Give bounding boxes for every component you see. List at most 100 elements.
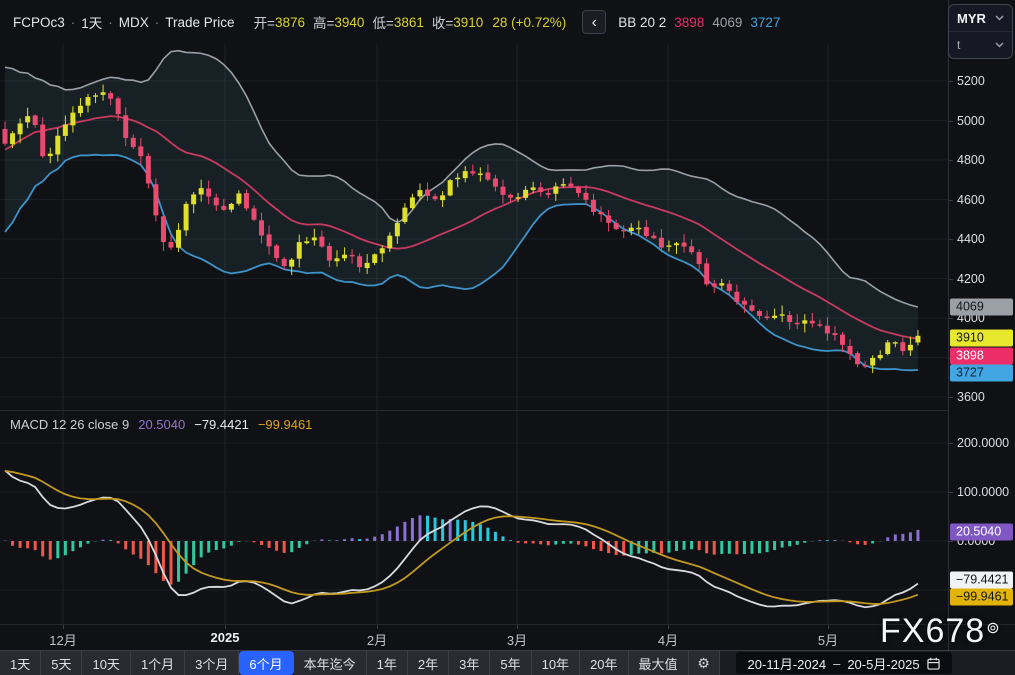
panel-separator [0,410,948,411]
range-button-5年[interactable]: 5年 [490,651,531,675]
range-button-3个月[interactable]: 3个月 [185,651,239,675]
separator-dot: · [108,15,113,30]
price-axis-label: 5200 [957,74,985,88]
date-range-end: 20-5月-2025 [847,654,919,673]
price-axis-label: 4600 [957,193,985,207]
macd-hist-value: 20.5040 [138,417,185,432]
bb-label: BB 20 2 [618,15,666,30]
range-button-本年迄今[interactable]: 本年迄今 [294,651,367,675]
axis-tick [949,81,953,82]
price-axis-label: 3600 [957,390,985,404]
close-label: 收= [432,12,453,32]
range-button-5天[interactable]: 5天 [41,651,82,675]
bb-upper-value: 4069 [712,15,742,30]
symbol-name[interactable]: FCPOc3 [13,15,65,30]
price-badge: 3898 [950,348,1013,365]
date-range-separator: – [833,656,840,671]
unit-value: t [957,38,960,52]
low-value: 3861 [394,15,424,30]
time-axis-tick [517,625,518,629]
bollinger-legend: BB 20 2 3898 4069 3727 [618,15,780,30]
range-button-6个月[interactable]: 6个月 [239,651,293,675]
collapse-legend-button[interactable]: ‹ [582,10,606,34]
range-button-2年[interactable]: 2年 [408,651,449,675]
axis-tick [949,200,953,201]
macd-badge: 20.5040 [950,524,1013,541]
range-button-1天[interactable]: 1天 [0,651,41,675]
settings-gear-icon[interactable]: ⚙ [689,651,720,675]
macd-axis-label: 100.0000 [957,485,1009,499]
range-buttons: 1天5天10天1个月3个月6个月本年迄今1年2年3年5年10年20年最大值 [0,651,689,675]
bb-lower-value: 3727 [750,15,780,30]
time-axis-tick [225,625,226,629]
axis-tick [949,160,953,161]
time-axis-tick [377,625,378,629]
range-button-20年[interactable]: 20年 [580,651,628,675]
macd-indicator-chart[interactable] [0,411,948,624]
candlestick-chart[interactable] [0,44,948,410]
axis-tick [949,279,953,280]
macd-axis-label: 200.0000 [957,436,1009,450]
time-axis-tick [668,625,669,629]
range-button-1个月[interactable]: 1个月 [131,651,185,675]
price-badge: 4069 [950,299,1013,316]
time-axis-label: 5月 [818,630,838,649]
high-label: 高= [313,12,334,32]
date-range-start: 20-11月-2024 [748,654,827,673]
chevron-down-icon [995,15,1004,21]
axis-tick [949,492,953,493]
time-axis[interactable]: 12月20252月3月4月5月 [0,624,1015,651]
interval-label[interactable]: 1天 [81,12,102,32]
close-value: 3910 [453,15,483,30]
price-axis-label: 4200 [957,272,985,286]
currency-selector[interactable]: MYR [949,5,1012,31]
chart-legend: FCPOc3 · 1天 · MDX · Trade Price 开=3876 高… [0,0,956,44]
axis-tick [949,239,953,240]
change-value: 28 (+0.72%) [492,15,566,30]
unit-selector[interactable]: t [949,31,1012,58]
high-value: 3940 [334,15,364,30]
time-axis-label: 3月 [507,630,527,649]
range-button-10天[interactable]: 10天 [82,651,130,675]
low-label: 低= [372,12,393,32]
separator-dot: · [71,15,76,30]
price-type-label: Trade Price [165,15,234,30]
date-range-picker[interactable]: 20-11月-2024 – 20-5月-2025 [736,652,952,674]
price-badge: 3910 [950,330,1013,347]
open-value: 3876 [275,15,305,30]
time-axis-tick [63,625,64,629]
bb-mid-value: 3898 [674,15,704,30]
axis-tick [949,318,953,319]
ohlc-readout: 开=3876 高=3940 低=3861 收=3910 28 (+0.72%) [246,12,567,32]
trading-chart-app: FCPOc3 · 1天 · MDX · Trade Price 开=3876 高… [0,0,1015,674]
price-axis[interactable]: 520050004800460044004200400038003600200.… [948,0,1015,650]
time-axis-label: 2月 [367,630,387,649]
macd-line-value: −79.4421 [194,417,249,432]
chevron-down-icon [995,42,1004,48]
macd-badge: −99.9461 [950,589,1013,606]
macd-badge: −79.4421 [950,572,1013,589]
time-axis-label: 4月 [658,630,678,649]
range-button-1年[interactable]: 1年 [367,651,408,675]
price-axis-label: 5000 [957,114,985,128]
currency-value: MYR [957,11,986,26]
range-button-10年[interactable]: 10年 [532,651,580,675]
price-badge: 3727 [950,365,1013,382]
axis-tick [949,121,953,122]
range-button-3年[interactable]: 3年 [449,651,490,675]
exchange-label: MDX [119,15,149,30]
macd-signal-value: −99.9461 [258,417,313,432]
price-axis-label: 4400 [957,232,985,246]
axis-tick [949,397,953,398]
price-axis-label: 4800 [957,153,985,167]
macd-title: MACD 12 26 close 9 [10,417,129,432]
symbol-settings-widget: MYR t [948,4,1013,59]
time-axis-tick [828,625,829,629]
time-axis-label: 12月 [49,630,76,649]
range-toolbar: 1天5天10天1个月3个月6个月本年迄今1年2年3年5年10年20年最大值 ⚙ … [0,650,1015,675]
calendar-icon [927,657,940,670]
range-button-最大值[interactable]: 最大值 [629,651,689,675]
axis-tick [949,541,953,542]
macd-legend: MACD 12 26 close 9 20.5040 −79.4421 −99.… [10,417,312,432]
open-label: 开= [254,12,275,32]
